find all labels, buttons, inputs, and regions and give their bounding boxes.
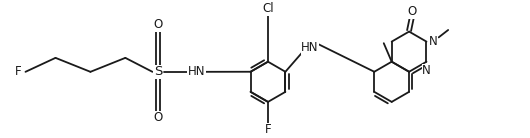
Text: O: O (154, 111, 163, 124)
Text: N: N (422, 64, 431, 77)
Text: HN: HN (188, 65, 205, 78)
Text: F: F (15, 65, 22, 78)
Text: O: O (407, 5, 417, 18)
Text: HN: HN (301, 41, 319, 54)
Text: F: F (264, 123, 271, 136)
Text: S: S (154, 65, 163, 78)
Text: N: N (429, 35, 438, 48)
Text: Cl: Cl (262, 2, 274, 15)
Text: O: O (154, 18, 163, 31)
